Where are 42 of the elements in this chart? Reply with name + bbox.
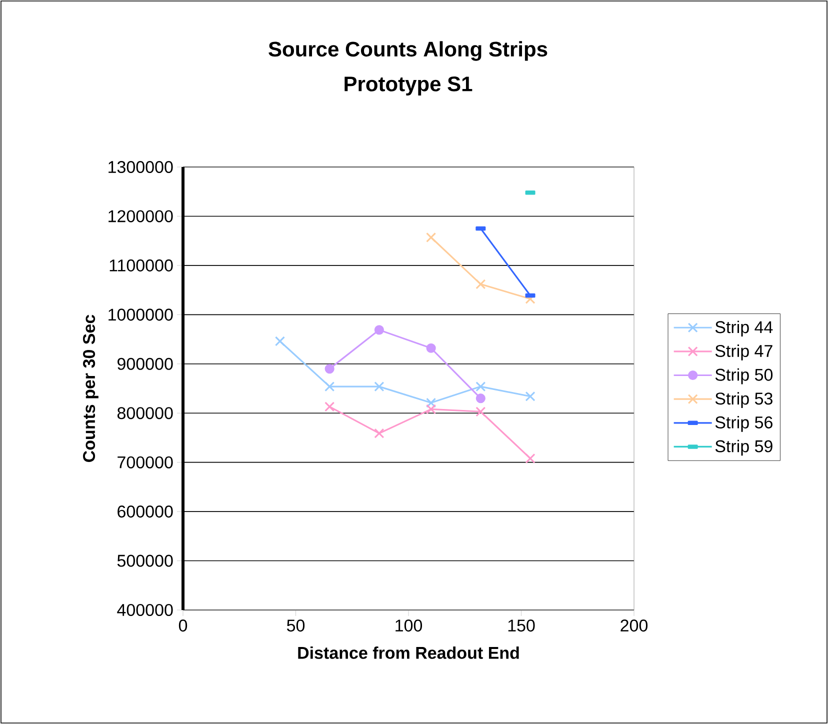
y-tick-label: 1300000 <box>108 160 173 174</box>
point <box>476 279 486 290</box>
y-tick-label: 1000000 <box>108 308 173 321</box>
legend-label: Strip 47 <box>715 344 772 360</box>
chart-title: Source Counts Along Strips <box>268 41 548 61</box>
y-tick-label: 1100000 <box>110 259 173 272</box>
x-tick-label: 150 <box>508 620 535 632</box>
legend-label: Strip 44 <box>715 320 773 337</box>
point <box>324 402 335 412</box>
point <box>525 391 536 402</box>
point <box>426 398 436 408</box>
y-tick-label: 800000 <box>117 407 173 420</box>
chart-subtitle: Prototype S1 <box>344 76 472 96</box>
point <box>476 381 486 392</box>
y-tick-label: 700000 <box>118 456 173 468</box>
legend-label: Strip 53 <box>715 392 772 408</box>
x-tick-label: 0 <box>178 620 188 632</box>
legend-label: Strip 59 <box>715 440 772 456</box>
x-tick-label: 50 <box>286 620 305 632</box>
y-tick-label: 900000 <box>118 358 173 370</box>
point <box>426 343 436 353</box>
legend-label: Strip 50 <box>715 368 773 384</box>
y-tick-label: 500000 <box>117 554 173 567</box>
point <box>374 325 384 335</box>
point <box>324 381 335 392</box>
point <box>476 394 486 404</box>
point <box>374 428 384 438</box>
point <box>274 336 286 346</box>
y-tick-label: 1200000 <box>108 210 173 222</box>
x-tick-label: 200 <box>620 620 648 632</box>
point <box>476 406 486 417</box>
point <box>525 453 536 464</box>
legend-label: Strip 56 <box>715 416 772 432</box>
point <box>426 232 436 242</box>
point <box>426 404 436 414</box>
point <box>374 381 384 392</box>
y-tick-label: 600000 <box>118 506 173 518</box>
x-axis-title: Distance from Readout End <box>298 646 519 659</box>
y-tick-label: 400000 <box>117 604 173 616</box>
x-tick-label: 100 <box>396 620 422 632</box>
point <box>324 364 334 374</box>
y-axis-title: Counts per 30 Sec <box>83 314 98 462</box>
